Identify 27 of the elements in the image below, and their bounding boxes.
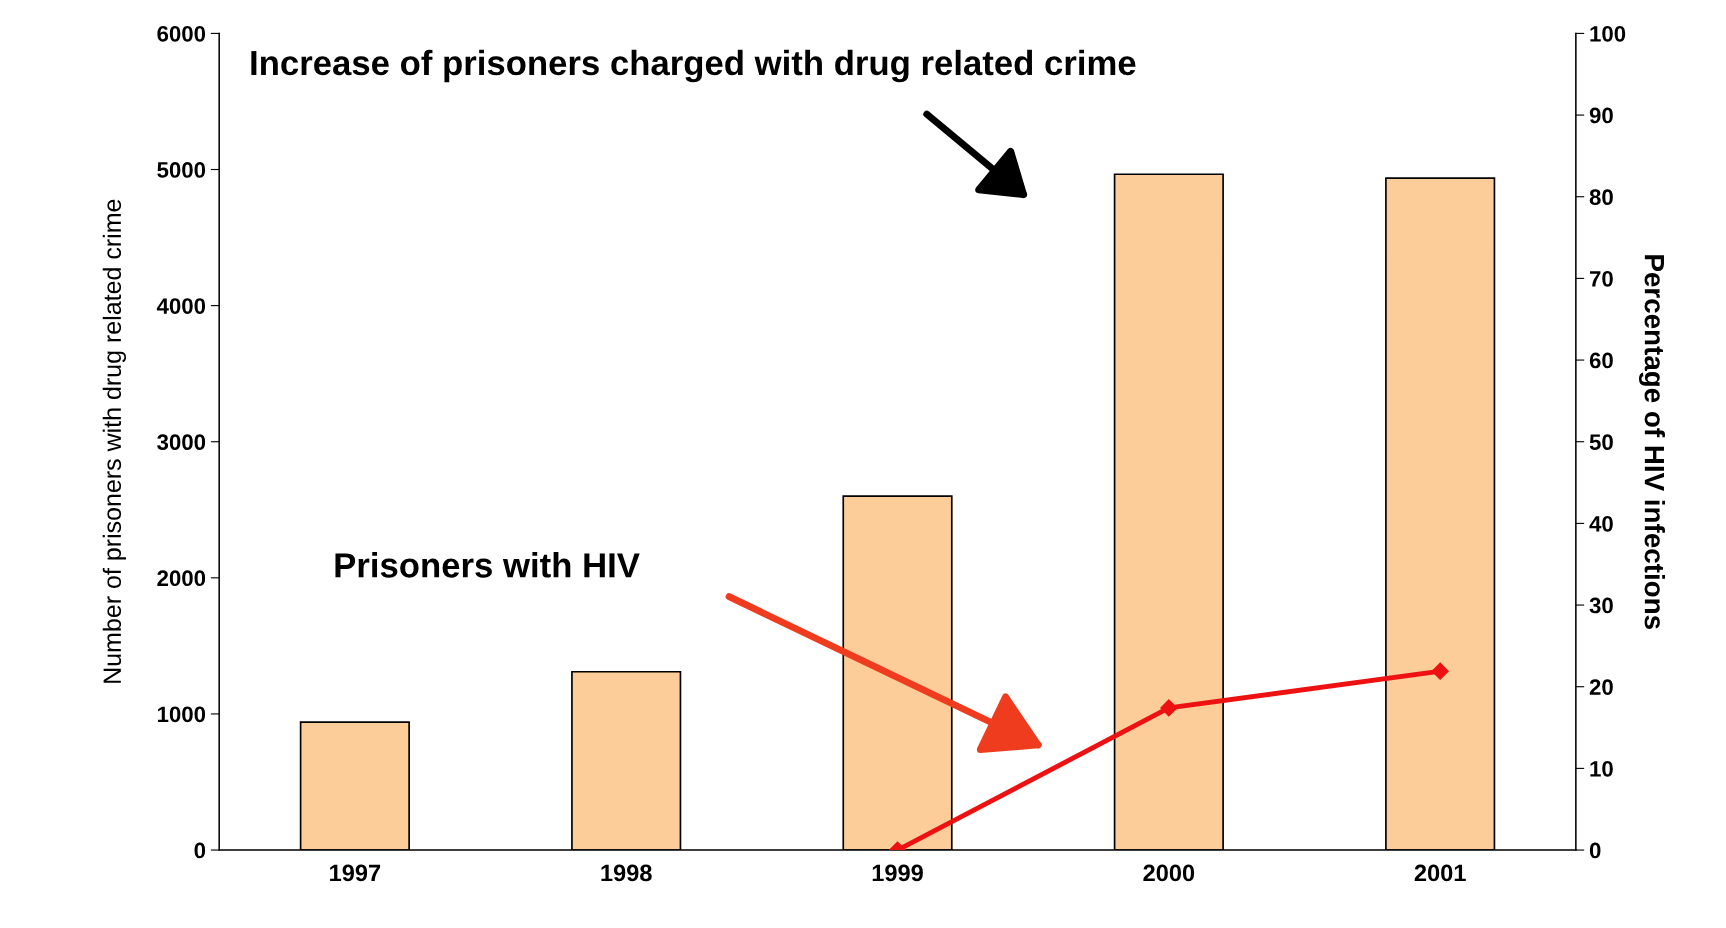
y-tick-label: 5000 — [157, 162, 206, 178]
y-tick-label: 2000 — [157, 570, 206, 587]
y-tick-label: 3000 — [157, 434, 206, 451]
y-tick-label: 6000 — [157, 25, 206, 42]
y2-tick-label: 100 — [1590, 25, 1626, 42]
y2-axis-title: Percentage of HIV infections — [1638, 255, 1665, 629]
y-tick-label: 1000 — [157, 706, 206, 723]
y2-tick-label: 60 — [1589, 352, 1613, 369]
x-tick-label: 1997 — [330, 864, 381, 882]
x-tick-label: 1999 — [872, 864, 923, 882]
y2-tick-label: 0 — [1589, 842, 1601, 859]
y-tick-label: 4000 — [156, 298, 206, 314]
x-tick-label: 2000 — [1143, 864, 1195, 882]
x-tick-label: 2001 — [1414, 864, 1466, 882]
annotation: Prisoners with HIV — [335, 552, 640, 578]
y2-tick-label: 10 — [1590, 760, 1613, 777]
y2-tick-label: 70 — [1589, 270, 1613, 287]
y2-tick-label: 20 — [1589, 679, 1613, 695]
y-tick-label: 0 — [194, 842, 206, 859]
y-axis-title: Number of prisoners with drug related crime — [102, 199, 127, 683]
y2-tick-label: 40 — [1589, 515, 1613, 532]
annotation: Increase of prisoners charged with drug related crime — [251, 49, 1136, 83]
y2-tick-label: 50 — [1589, 434, 1613, 450]
x-tick-label: 1998 — [601, 864, 652, 882]
y2-tick-label: 30 — [1589, 597, 1613, 614]
y2-tick-label: 90 — [1589, 107, 1613, 124]
y2-tick-label: 80 — [1589, 189, 1613, 206]
